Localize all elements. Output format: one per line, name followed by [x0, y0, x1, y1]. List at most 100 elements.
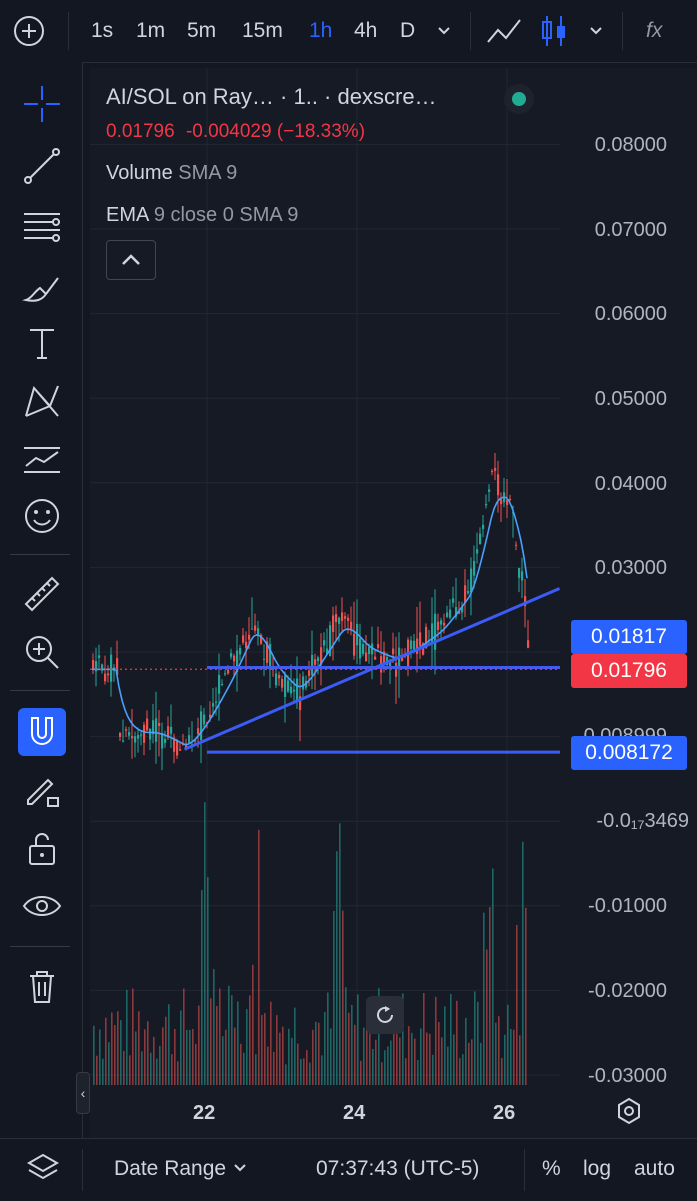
- date-range-button[interactable]: Date Range: [114, 1157, 248, 1181]
- symbol-legend[interactable]: AI/SOL on Ray… · 1.. · dexscre…: [106, 84, 437, 110]
- chevron-down-icon: [438, 27, 450, 35]
- lock-drawings-button[interactable]: [18, 766, 66, 814]
- reset-chart-button[interactable]: [366, 996, 404, 1034]
- interval-1s[interactable]: 1s: [91, 19, 114, 42]
- timezone-clock[interactable]: 07:37:43 (UTC-5): [316, 1157, 480, 1180]
- unlock-icon: [29, 833, 55, 865]
- price-change-pct: (−18.33%): [276, 121, 366, 142]
- x-tick: 22: [193, 1102, 216, 1124]
- volume-indicator-name: Volume: [106, 162, 173, 184]
- trend-line-icon: [24, 148, 60, 184]
- y-tick: -0.03000: [588, 1065, 667, 1087]
- interval-4h[interactable]: 4h: [354, 19, 378, 42]
- candle-chart-type-button[interactable]: [540, 14, 568, 48]
- y-tick: 0.06000: [594, 303, 667, 325]
- y-tick: -0.0₁₇3469: [596, 810, 689, 832]
- symbol-source: dexscre…: [337, 84, 437, 109]
- text-icon: [30, 329, 54, 359]
- ruler-icon: [24, 576, 60, 612]
- x-tick: 24: [343, 1102, 366, 1124]
- interval-1h[interactable]: 1h: [309, 19, 333, 42]
- interval-dropdown[interactable]: [436, 14, 452, 48]
- zoom-tool[interactable]: [18, 628, 66, 676]
- chevron-down-icon: [234, 1164, 246, 1172]
- horizontal-line-price-label[interactable]: 0.01817: [571, 620, 687, 654]
- market-status: [504, 84, 534, 114]
- trash-icon: [30, 971, 54, 1003]
- bottom-toolbar: Date Range 07:37:43 (UTC-5) % log auto: [0, 1138, 697, 1201]
- y-tick: 0.03000: [594, 557, 667, 579]
- pencil-lock-icon: [27, 778, 59, 807]
- zoom-in-icon: [26, 636, 59, 669]
- drawing-toolbar: ‹: [0, 62, 90, 1140]
- line-chart-type-button[interactable]: [486, 14, 522, 48]
- fibonacci-icon: [24, 213, 60, 242]
- chevron-up-icon: [122, 254, 140, 265]
- top-toolbar: 1s 1m 5m 15m 1h 4h D fx: [0, 0, 697, 63]
- ema-indicator-name: EMA: [106, 204, 149, 226]
- emoji-tool[interactable]: [18, 492, 66, 540]
- chart-settings-button[interactable]: [614, 1096, 644, 1131]
- magnet-icon: [31, 717, 53, 745]
- symbol-interval: · 1.. ·: [280, 84, 332, 109]
- y-tick: 0.05000: [594, 388, 667, 410]
- interval-1m[interactable]: 1m: [136, 19, 166, 42]
- divider: [10, 690, 70, 691]
- pattern-tool[interactable]: [18, 378, 66, 426]
- smiley-icon: [25, 499, 59, 533]
- divider: [10, 946, 70, 947]
- divider: [82, 1149, 83, 1191]
- reset-icon: [377, 1006, 393, 1023]
- y-tick: -0.02000: [588, 980, 667, 1002]
- brush-icon: [22, 277, 59, 302]
- add-indicator-button[interactable]: [12, 14, 46, 48]
- measure-tool[interactable]: [18, 570, 66, 618]
- text-tool[interactable]: [18, 320, 66, 368]
- x-tick: 26: [493, 1102, 516, 1124]
- brush-tool[interactable]: [18, 262, 66, 310]
- horizontal-line-price-label[interactable]: 0.008172: [571, 736, 687, 770]
- y-tick: 0.04000: [594, 473, 667, 495]
- crosshair-tool[interactable]: [18, 80, 66, 128]
- collapse-toolbar-button[interactable]: ‹: [76, 1072, 90, 1114]
- pattern-icon: [25, 385, 59, 417]
- layers-icon: [26, 1153, 60, 1180]
- candlestick-icon: [542, 16, 565, 46]
- collapse-legend-button[interactable]: [106, 240, 156, 280]
- chart-type-dropdown[interactable]: [588, 14, 604, 48]
- prediction-tool[interactable]: [18, 436, 66, 484]
- magnet-mode-button[interactable]: [18, 708, 66, 756]
- unlock-button[interactable]: [18, 824, 66, 872]
- last-price-label: 0.01796: [571, 654, 687, 688]
- fib-tool[interactable]: [18, 202, 66, 250]
- hide-drawings-button[interactable]: [18, 882, 66, 930]
- gear-icon: [618, 1097, 640, 1125]
- interval-d[interactable]: D: [400, 19, 416, 42]
- last-price: 0.01796: [106, 121, 175, 142]
- price-legend: 0.01796 -0.004029 (−18.33%): [106, 121, 365, 143]
- y-tick: -0.01000: [588, 895, 667, 917]
- date-range-label: Date Range: [114, 1157, 227, 1180]
- interval-15m[interactable]: 15m: [242, 19, 283, 42]
- divider: [10, 554, 70, 555]
- delete-drawings-button[interactable]: [18, 962, 66, 1010]
- price-change: -0.004029: [185, 121, 272, 142]
- percent-scale-toggle[interactable]: %: [542, 1157, 561, 1180]
- ema-legend[interactable]: EMA 9 close 0 SMA 9: [106, 204, 298, 227]
- volume-legend[interactable]: Volume SMA 9: [106, 162, 237, 185]
- indicators-button[interactable]: fx: [646, 14, 662, 48]
- forecast-icon: [24, 447, 60, 473]
- log-scale-toggle[interactable]: log: [583, 1157, 612, 1180]
- eye-icon: [22, 896, 62, 916]
- divider: [622, 12, 623, 50]
- layers-button[interactable]: [26, 1151, 60, 1192]
- trend-line-tool[interactable]: [18, 142, 66, 190]
- line-chart-icon: [487, 19, 521, 43]
- divider: [524, 1149, 525, 1191]
- ema-indicator-params: 9 close 0 SMA 9: [153, 204, 299, 226]
- auto-scale-toggle[interactable]: auto: [634, 1157, 675, 1180]
- interval-5m[interactable]: 5m: [187, 19, 217, 42]
- symbol-title: AI/SOL on Ray…: [106, 84, 274, 109]
- plus-circle-icon: [14, 16, 44, 46]
- divider: [68, 12, 69, 50]
